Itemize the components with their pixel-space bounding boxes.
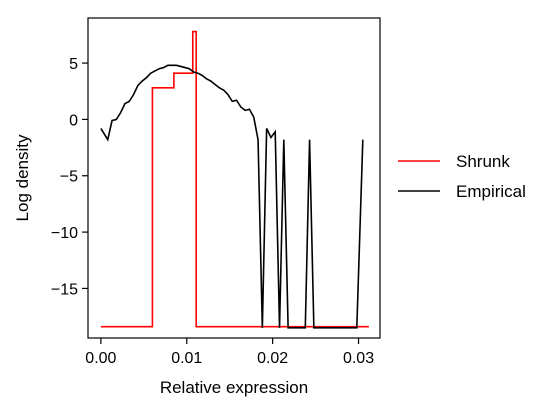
legend: Shrunk Empirical xyxy=(398,152,526,201)
y-tick-label: −10 xyxy=(51,225,78,242)
x-tick-label: 0.01 xyxy=(171,350,202,367)
x-tick-label: 0.02 xyxy=(257,350,288,367)
y-tick-label: 0 xyxy=(69,112,78,129)
x-axis: 0.00 0.01 0.02 0.03 xyxy=(85,338,374,367)
series-line-shrunk xyxy=(100,30,369,328)
plot-area xyxy=(100,30,369,329)
x-tick-label: 0.03 xyxy=(343,350,374,367)
y-tick-label: 5 xyxy=(69,56,78,73)
x-axis-title: Relative expression xyxy=(160,378,308,397)
legend-label-shrunk: Shrunk xyxy=(456,152,510,171)
plot-frame xyxy=(87,17,381,339)
y-axis: 5 0 −5 −10 −15 xyxy=(51,56,88,298)
y-axis-title: Log density xyxy=(13,134,32,221)
legend-label-empirical: Empirical xyxy=(456,182,526,201)
y-tick-label: −15 xyxy=(51,281,78,298)
y-tick-label: −5 xyxy=(60,169,78,186)
series-line-empirical xyxy=(100,64,364,329)
x-tick-label: 0.00 xyxy=(85,350,116,367)
